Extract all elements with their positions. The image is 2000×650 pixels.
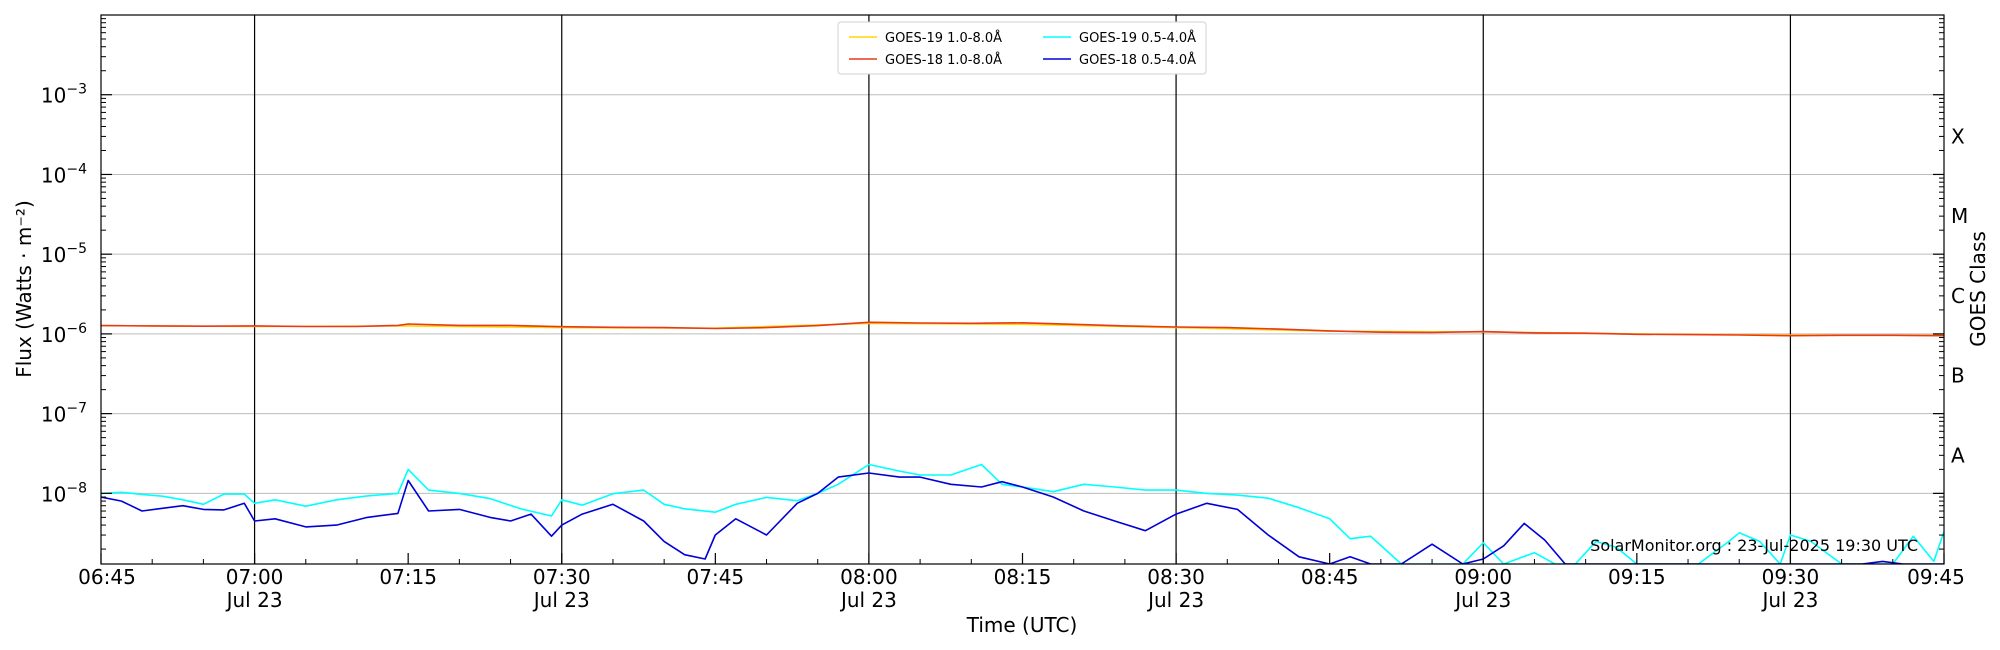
x-axis-title: Time (UTC) [966,613,1078,637]
legend: GOES-19 1.0-8.0Å GOES-18 1.0-8.0Å GOES-19 … [837,21,1207,75]
y-tick-label: 10−4 [41,161,87,187]
y-tick-base: 10 [41,323,66,347]
y-tick-exponent: −8 [66,480,87,496]
goes-class-label: C [1951,284,1965,308]
series-line-2 [101,321,1944,337]
x-tick-label: 08:00 [840,565,898,589]
credit-annotation: SolarMonitor.org : 23-Jul-2025 19:30 UTC [1590,536,1918,555]
y-tick-base: 10 [41,84,66,108]
x-tick-date-label: Jul 23 [839,588,897,612]
y-tick-label: 10−8 [41,480,87,506]
x-tick-label: 07:45 [687,565,745,589]
y-tick-exponent: −7 [66,401,87,417]
legend-label: GOES-19 1.0-8.0Å [885,30,1002,46]
x-tick-date-label: Jul 23 [1760,588,1818,612]
y-tick-base: 10 [41,163,66,187]
right-axis-title: GOES Class [1966,231,1990,347]
x-tick-date-label: Jul 23 [1453,588,1511,612]
y-axis-title: Flux (Watts · m⁻²) [12,200,36,378]
x-tick-label: 07:15 [379,565,437,589]
x-tick-label: 08:45 [1301,565,1359,589]
day-marker-lines [253,15,1792,564]
y-tick-base: 10 [41,403,66,427]
y-tick-exponent: −5 [66,241,87,257]
grid-lines [101,94,1944,494]
x-tick-label: 09:45 [1907,565,1965,589]
x-tick-label: 06:45 [78,565,136,589]
x-tick-date-label: Jul 23 [1146,588,1204,612]
x-tick-label: 07:00 [226,565,284,589]
legend-label: GOES-18 0.5-4.0Å [1079,52,1196,68]
x-tick-label: 08:30 [1147,565,1205,589]
legend-label: GOES-18 1.0-8.0Å [885,52,1002,68]
y-tick-base: 10 [41,243,66,267]
legend-label: GOES-19 0.5-4.0Å [1079,30,1196,46]
goes-class-label: A [1951,443,1965,467]
goes-class-label: B [1951,364,1965,388]
x-tick-date-label: Jul 23 [532,588,590,612]
y-tick-label: 10−5 [41,241,87,267]
y-tick-exponent: −3 [66,82,87,98]
series-line-3 [101,463,1944,564]
y-tick-label: 10−7 [41,401,87,427]
series-line-4 [101,472,1944,564]
x-tick-label: 09:30 [1762,565,1820,589]
x-tick-date-label: Jul 23 [225,588,283,612]
x-tick-label: 09:15 [1608,565,1666,589]
goes-class-label: X [1951,124,1965,148]
x-tick-label: 09:00 [1454,565,1512,589]
axis-ticks [100,18,1945,564]
y-tick-label: 10−6 [41,321,87,347]
goes-class-label: M [1951,204,1968,228]
y-tick-exponent: −6 [66,321,87,337]
series-lines [101,321,1944,564]
legend-box [837,21,1207,75]
x-tick-label: 07:30 [533,565,591,589]
x-tick-label: 08:15 [994,565,1052,589]
y-tick-base: 10 [41,482,66,506]
y-tick-exponent: −4 [66,161,87,177]
y-tick-label: 10−3 [41,82,87,108]
